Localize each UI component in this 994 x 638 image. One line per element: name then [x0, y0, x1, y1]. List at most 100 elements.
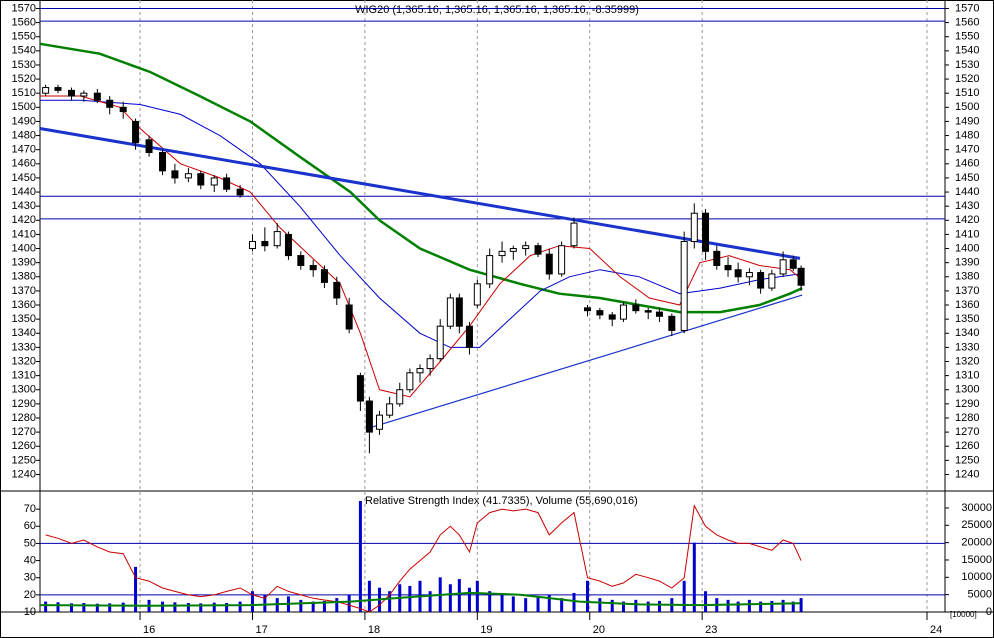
y-tick-label-right: 1530 — [955, 59, 979, 71]
y-tick-label: 20 — [24, 589, 36, 601]
y2-tick-label: 10000 — [961, 571, 992, 583]
y-tick-label: 1390 — [12, 257, 36, 269]
x-tick-label: 24 — [930, 624, 942, 636]
y-tick-label: 40 — [24, 554, 36, 566]
y-tick-label: 30 — [24, 572, 36, 584]
y-tick-label-right: 1490 — [955, 115, 979, 127]
y-tick-label-right: 1500 — [955, 101, 979, 113]
y-tick-label-right: 1510 — [955, 87, 979, 99]
volume-bar — [408, 585, 412, 612]
y-tick-label: 1400 — [12, 242, 36, 254]
volume-bar — [428, 591, 432, 612]
volume-bar — [634, 599, 638, 612]
y-tick-label-right: 1450 — [955, 172, 979, 184]
volume-bar — [299, 599, 303, 612]
candle-body — [42, 87, 50, 94]
volume-bar — [726, 599, 730, 612]
candle-body — [80, 92, 88, 97]
x-tick-label: 16 — [143, 624, 155, 636]
y-tick-label: 1410 — [12, 228, 36, 240]
candle-body — [197, 173, 205, 186]
candle-body — [333, 281, 341, 299]
candle-body — [690, 212, 698, 242]
volume-bar — [475, 580, 479, 612]
candle-body — [608, 314, 616, 320]
candle-body — [455, 297, 463, 327]
y-tick-label-right: 1550 — [955, 31, 979, 43]
candle-body — [236, 188, 244, 196]
y-tick-label: 1300 — [12, 384, 36, 396]
y-tick-label: 1460 — [12, 158, 36, 170]
volume-bar — [225, 602, 229, 612]
candle-body — [261, 240, 269, 247]
candle-body — [284, 233, 292, 257]
candle-body — [619, 304, 627, 320]
candle-body — [745, 272, 753, 278]
candle-body — [320, 269, 328, 283]
y-tick-label: 70 — [24, 503, 36, 515]
y-tick-label-right: 1320 — [955, 355, 979, 367]
volume-bar — [347, 594, 351, 612]
volume-average — [39, 591, 801, 607]
volume-bar — [173, 602, 177, 612]
y-tick-label-right: 1390 — [955, 257, 979, 269]
volume-bar — [467, 587, 471, 612]
candle-body — [473, 283, 481, 306]
volume-bar — [736, 601, 740, 612]
candle-body — [171, 170, 179, 179]
y-tick-label-right: 1330 — [955, 341, 979, 353]
volume-bar — [199, 603, 203, 612]
y-tick-label-right: 1430 — [955, 200, 979, 212]
y-tick-label-right: 1410 — [955, 228, 979, 240]
x-tick-label: 18 — [368, 624, 380, 636]
candle-body — [145, 139, 153, 154]
candle-body — [534, 245, 542, 255]
candle-body — [365, 400, 373, 433]
volume-bar — [488, 591, 492, 612]
y-tick-label-right: 1400 — [955, 242, 979, 254]
candle-body — [210, 177, 218, 186]
volume-bar — [692, 542, 696, 612]
y-tick-label: 1250 — [12, 454, 36, 466]
candle-body — [680, 240, 688, 331]
x-tick-label: 19 — [480, 624, 492, 636]
volume-bar — [646, 601, 650, 612]
moving-average — [40, 99, 801, 348]
y-tick-label: 1510 — [12, 87, 36, 99]
volume-bar — [388, 591, 392, 612]
y2-tick-label: 20000 — [961, 537, 992, 549]
candle-body — [789, 259, 797, 269]
volume-bar — [524, 598, 528, 612]
candle-body — [436, 325, 444, 360]
volume-bar — [500, 594, 504, 612]
y2-tick-label: 5000 — [968, 589, 992, 601]
volume-bar — [212, 602, 216, 612]
candle-body — [406, 372, 414, 391]
y-tick-label-right: 1300 — [955, 384, 979, 396]
candle-body — [757, 272, 765, 289]
candle-body — [509, 248, 517, 252]
y-tick-label: 1530 — [12, 59, 36, 71]
volume-bar — [134, 566, 138, 612]
volume-bar — [56, 602, 60, 612]
candle-body — [668, 315, 676, 331]
candle-body — [396, 389, 404, 405]
candle-body — [797, 267, 805, 286]
y-tick-label-right: 1350 — [955, 313, 979, 325]
candle-body — [386, 403, 394, 416]
candle-body — [779, 259, 787, 275]
volume-bar — [610, 599, 614, 612]
y-tick-label: 1340 — [12, 327, 36, 339]
panel-title: Relative Strength Index (41.7335), Volum… — [365, 495, 638, 507]
y-tick-label-right: 1540 — [955, 45, 979, 57]
y-tick-label: 1310 — [12, 370, 36, 382]
moving-average — [39, 42, 803, 314]
volume-bar — [322, 600, 326, 612]
candle-body — [632, 304, 640, 312]
volume-bar — [585, 580, 589, 612]
y-tick-label-right: 1280 — [955, 412, 979, 424]
x-tick-label: 23 — [705, 624, 717, 636]
candle-body — [356, 375, 364, 402]
y-tick-label-right: 1240 — [955, 468, 979, 480]
